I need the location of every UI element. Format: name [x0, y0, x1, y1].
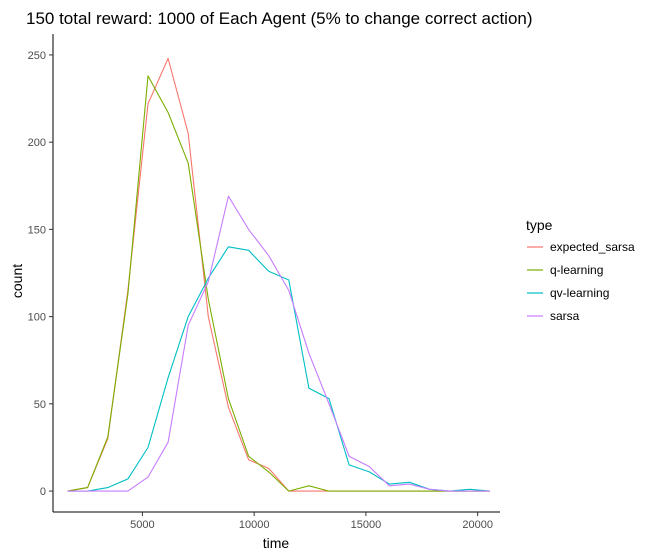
- series-line-qv-learning: [67, 246, 490, 492]
- x-tick-label: 5000: [130, 519, 154, 531]
- axes: 0 50 100 150 200 250 5000 10000 15000 20000: [28, 34, 500, 531]
- x-axis-title: time: [263, 535, 290, 551]
- legend: expected_sarsa q-learning qv-learning sarsa: [527, 240, 635, 323]
- series-line-q-learning: [67, 75, 490, 492]
- y-tick-label: 50: [34, 399, 46, 411]
- legend-label-sarsa: sarsa: [550, 309, 580, 323]
- y-tick-label: 0: [40, 486, 46, 498]
- legend-label-q-learning: q-learning: [550, 263, 603, 277]
- x-tick-label: 20000: [462, 519, 493, 531]
- y-tick-label: 150: [28, 224, 46, 236]
- y-tick-label: 250: [28, 50, 46, 62]
- series-line-sarsa: [67, 195, 490, 492]
- legend-label-expected_sarsa: expected_sarsa: [550, 240, 635, 254]
- legend-title: type: [526, 217, 553, 233]
- y-tick-label: 100: [28, 312, 46, 324]
- x-tick-label: 15000: [351, 519, 382, 531]
- series-line-expected_sarsa: [67, 57, 490, 492]
- y-tick-label: 200: [28, 137, 46, 149]
- y-axis-title: count: [9, 264, 25, 298]
- legend-label-qv-learning: qv-learning: [550, 286, 609, 300]
- x-tick-label: 10000: [239, 519, 270, 531]
- series-layer: [67, 57, 490, 492]
- chart-title: 150 total reward: 1000 of Each Agent (5%…: [26, 9, 533, 28]
